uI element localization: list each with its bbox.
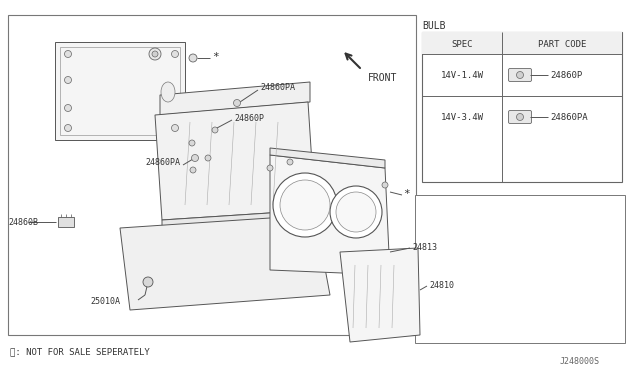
Circle shape [65, 77, 72, 83]
Circle shape [205, 155, 211, 161]
FancyBboxPatch shape [509, 110, 531, 124]
Bar [58, 217, 74, 227]
Text: 24860PA: 24860PA [550, 112, 588, 122]
Bar [415, 195, 625, 343]
Circle shape [287, 159, 293, 165]
Text: 24860P: 24860P [234, 113, 264, 122]
Circle shape [382, 182, 388, 188]
Polygon shape [155, 102, 315, 220]
Text: J248000S: J248000S [560, 357, 600, 366]
Circle shape [143, 277, 153, 287]
Text: *: * [403, 189, 410, 199]
Circle shape [190, 167, 196, 173]
Circle shape [330, 186, 382, 238]
Polygon shape [340, 248, 420, 342]
Text: ※: NOT FOR SALE SEPERATELY: ※: NOT FOR SALE SEPERATELY [10, 347, 150, 356]
Text: 24813: 24813 [412, 243, 437, 251]
Text: PART CODE: PART CODE [538, 39, 586, 48]
Polygon shape [270, 148, 385, 168]
Polygon shape [160, 82, 310, 115]
Circle shape [267, 165, 273, 171]
Text: *: * [212, 52, 219, 62]
Circle shape [65, 125, 72, 131]
Circle shape [336, 192, 376, 232]
Circle shape [65, 51, 72, 58]
Circle shape [212, 127, 218, 133]
Bar [422, 32, 622, 54]
Polygon shape [162, 210, 315, 242]
Ellipse shape [161, 82, 175, 102]
Polygon shape [55, 42, 185, 140]
Text: 24860PA: 24860PA [260, 83, 295, 92]
Circle shape [280, 180, 330, 230]
Circle shape [149, 48, 161, 60]
Text: 24860B: 24860B [8, 218, 38, 227]
Text: SPEC: SPEC [451, 39, 473, 48]
Polygon shape [270, 155, 390, 275]
Bar [422, 32, 622, 182]
Polygon shape [120, 215, 330, 310]
Circle shape [189, 54, 197, 62]
Circle shape [65, 105, 72, 112]
Polygon shape [60, 47, 180, 135]
FancyBboxPatch shape [509, 68, 531, 81]
Circle shape [273, 173, 337, 237]
Circle shape [516, 113, 524, 121]
Text: 24810: 24810 [429, 280, 454, 289]
Circle shape [516, 71, 524, 78]
Text: 14V-3.4W: 14V-3.4W [440, 112, 483, 122]
Circle shape [172, 125, 179, 131]
Text: 14V-1.4W: 14V-1.4W [440, 71, 483, 80]
Circle shape [152, 51, 158, 57]
Text: 24860PA: 24860PA [145, 157, 180, 167]
Circle shape [191, 154, 198, 161]
Bar [8, 15, 416, 335]
Text: 25010A: 25010A [90, 298, 120, 307]
Circle shape [189, 140, 195, 146]
Text: FRONT: FRONT [368, 73, 397, 83]
Text: 24860P: 24860P [550, 71, 582, 80]
Circle shape [234, 99, 241, 106]
Circle shape [172, 51, 179, 58]
Text: BULB: BULB [422, 21, 445, 31]
